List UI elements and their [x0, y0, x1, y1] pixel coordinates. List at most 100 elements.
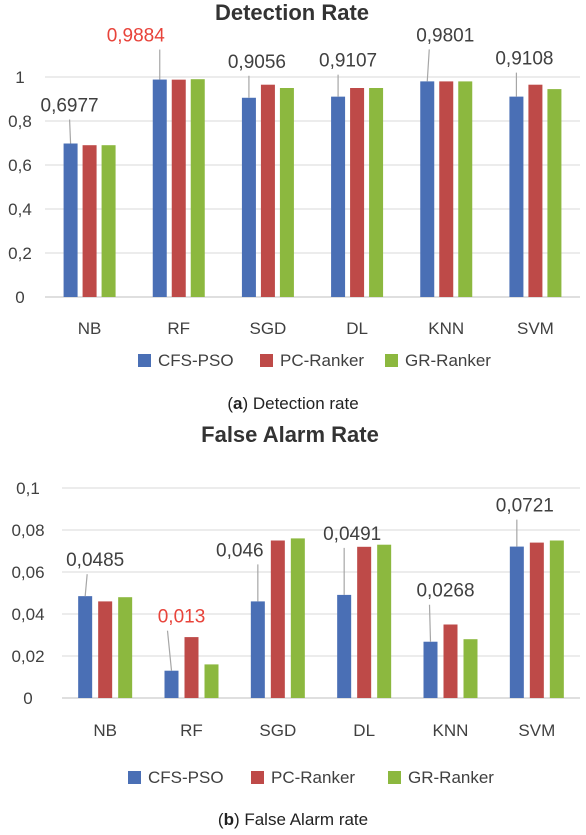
- data-label-leader: [428, 604, 432, 642]
- x-category-label: KNN: [428, 319, 464, 338]
- bar-gr-ranker-knn: [458, 81, 473, 298]
- legend-label: CFS-PSO: [158, 351, 234, 370]
- x-category-label: DL: [353, 721, 375, 740]
- bar-pc-ranker-knn: [443, 624, 458, 698]
- data-label: 0,6977: [41, 96, 99, 117]
- chart-title: False Alarm Rate: [201, 422, 379, 447]
- y-tick-label: 0,6: [8, 156, 32, 175]
- bar-cfs-pso-svm: [509, 96, 524, 298]
- bar-pc-ranker-svm: [529, 542, 544, 698]
- caption-a-letter: a: [232, 394, 243, 413]
- y-tick-label: 0: [15, 288, 24, 307]
- legend-label: GR-Ranker: [405, 351, 491, 370]
- data-label-leader: [166, 630, 173, 671]
- y-tick-label: 0,08: [11, 521, 44, 540]
- bar-gr-ranker-knn: [463, 639, 478, 698]
- legend-swatch-cfs-pso: [138, 354, 151, 367]
- x-category-label: NB: [93, 721, 117, 740]
- y-tick-label: 0,04: [11, 605, 44, 624]
- bar-pc-ranker-svm: [528, 84, 543, 297]
- bar-gr-ranker-nb: [101, 145, 116, 297]
- x-category-label: SGD: [259, 721, 296, 740]
- legend-label: CFS-PSO: [148, 768, 224, 787]
- bar-cfs-pso-knn: [423, 641, 438, 698]
- data-label-leader: [426, 49, 430, 82]
- bar-cfs-pso-rf: [152, 79, 167, 297]
- bar-gr-ranker-svm: [547, 89, 562, 297]
- bar-gr-ranker-dl: [377, 544, 392, 698]
- data-label: 0,9056: [228, 52, 286, 73]
- bar-cfs-pso-nb: [63, 143, 78, 297]
- detection-rate-chart: Detection Rate 0 0,2 0,4 0,6 0,8 1 NB 0,6977 RF 0,…: [8, 0, 580, 370]
- data-label: 0,046: [216, 540, 264, 561]
- caption-b-letter: b: [223, 810, 234, 829]
- bar-cfs-pso-nb: [78, 596, 93, 698]
- bar-pc-ranker-nb: [98, 601, 113, 698]
- bar-cfs-pso-sgd: [241, 97, 256, 297]
- data-label-leader: [84, 574, 88, 597]
- data-label: 0,013: [158, 607, 206, 628]
- bar-pc-ranker-dl: [350, 88, 365, 297]
- x-category-label: NB: [78, 319, 102, 338]
- bar-pc-ranker-nb: [82, 145, 97, 297]
- legend: CFS-PSO PC-Ranker GR-Ranker: [128, 768, 494, 787]
- false-alarm-rate-chart: False Alarm Rate 0 0,02 0,04 0,06 0,08 0,1 NB 0,…: [11, 422, 580, 787]
- bar-gr-ranker-nb: [118, 597, 133, 698]
- x-category-label: RF: [167, 319, 190, 338]
- legend-label: GR-Ranker: [408, 768, 494, 787]
- caption-a-text: Detection rate: [252, 394, 359, 413]
- data-label: 0,0721: [496, 496, 554, 517]
- y-tick-label: 0: [23, 689, 32, 708]
- bar-cfs-pso-dl: [337, 594, 352, 698]
- legend-swatch-pc-ranker: [260, 354, 273, 367]
- caption-b-text: False Alarm rate: [244, 810, 369, 829]
- y-tick-label: 1: [15, 68, 24, 87]
- bar-gr-ranker-dl: [369, 88, 384, 297]
- legend-swatch-cfs-pso: [128, 771, 141, 784]
- bar-pc-ranker-rf: [184, 637, 199, 698]
- bar-pc-ranker-dl: [357, 546, 372, 698]
- data-label: 0,9107: [319, 51, 377, 72]
- y-tick-label: 0,4: [8, 200, 32, 219]
- x-category-label: DL: [346, 319, 368, 338]
- bar-pc-ranker-sgd: [260, 84, 275, 297]
- y-tick-label: 0,02: [11, 647, 44, 666]
- bar-gr-ranker-sgd: [279, 88, 294, 297]
- x-category-label: SVM: [517, 319, 554, 338]
- data-label: 0,0268: [416, 581, 474, 602]
- legend-swatch-pc-ranker: [251, 771, 264, 784]
- x-category-label: KNN: [433, 721, 469, 740]
- bar-gr-ranker-rf: [190, 79, 205, 297]
- bar-pc-ranker-knn: [439, 81, 454, 298]
- data-label: 0,0491: [323, 524, 381, 545]
- data-label: 0,0485: [66, 550, 124, 571]
- chart-title: Detection Rate: [215, 0, 369, 25]
- bar-pc-ranker-rf: [171, 79, 186, 297]
- bar-cfs-pso-svm: [509, 546, 524, 698]
- x-category-label: SGD: [249, 319, 286, 338]
- legend-label: PC-Ranker: [280, 351, 364, 370]
- legend: CFS-PSO PC-Ranker GR-Ranker: [138, 351, 491, 370]
- bar-cfs-pso-rf: [164, 670, 179, 698]
- legend-swatch-gr-ranker: [388, 771, 401, 784]
- y-tick-label: 0,06: [11, 563, 44, 582]
- legend-swatch-gr-ranker: [385, 354, 398, 367]
- data-label: 0,9108: [495, 49, 553, 70]
- bar-gr-ranker-rf: [204, 664, 219, 698]
- bar-cfs-pso-knn: [420, 81, 435, 298]
- y-tick-label: 0,1: [16, 479, 40, 498]
- y-tick-label: 0,8: [8, 112, 32, 131]
- bar-gr-ranker-sgd: [290, 538, 305, 698]
- caption-b: (b) False Alarm rate: [217, 810, 369, 829]
- bar-pc-ranker-sgd: [270, 540, 285, 698]
- y-tick-label: 0,2: [8, 244, 32, 263]
- bar-gr-ranker-svm: [549, 540, 564, 698]
- bar-cfs-pso-dl: [331, 96, 346, 298]
- data-label-leader: [68, 119, 72, 144]
- x-category-label: RF: [180, 721, 203, 740]
- bar-cfs-pso-sgd: [250, 601, 265, 698]
- data-label: 0,9884: [107, 26, 166, 47]
- caption-a: (a) Detection rate: [227, 394, 359, 413]
- data-label: 0,9801: [416, 25, 474, 46]
- x-category-label: SVM: [518, 721, 555, 740]
